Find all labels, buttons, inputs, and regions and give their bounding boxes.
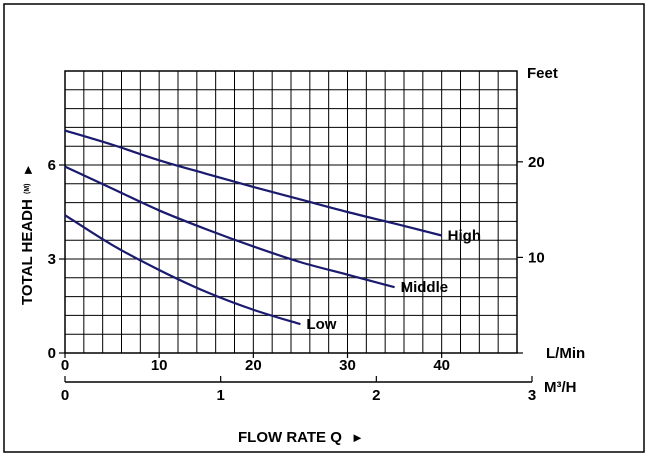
lmin-tick-label: 20 [245,357,262,374]
lmin-unit-label: L/Min [546,345,585,362]
outer-frame [3,3,645,453]
lmin-tick-label: 10 [151,357,168,374]
feet-unit-label: Feet [527,65,558,82]
x-axis-label: FLOW RATE Q ► [238,429,364,446]
y-axis-label-subscript: (M) [24,183,31,194]
m3h-tick-label: 0 [61,387,69,404]
series-line-high [64,129,442,237]
lmin-tick-label: 40 [433,357,450,374]
series-line-low [64,214,301,326]
m3h-tick-label: 1 [216,387,224,404]
meter-tick-label: 3 [48,251,56,268]
x-axis-label-text: FLOW RATE Q [238,429,342,446]
lmin-tick-label: 0 [61,357,69,374]
y-axis-label: TOTAL HEADH (M) ► [16,163,36,305]
m3h-unit-label: M³/H [544,379,577,396]
plot-area-border [64,70,518,354]
meter-tick-label: 0 [48,345,56,362]
meter-tick-label: 6 [48,157,56,174]
y-axis-label-text: TOTAL HEADH [19,199,36,305]
feet-tick-label: 10 [528,249,545,266]
series-label-high: High [448,228,481,245]
series-group: High Middle Low [64,129,481,333]
feet-tick-label: 20 [528,154,545,171]
m3h-tick-label: 3 [528,387,536,404]
grid [65,71,517,353]
x-axis-arrow: ► [351,430,364,445]
series-line-middle [64,165,395,289]
y-axis-label-group: TOTAL HEADH (M) ► [16,163,36,305]
lmin-tick-label: 30 [339,357,356,374]
y-axis-arrow: ► [20,163,35,176]
series-label-middle: Middle [401,279,449,296]
m3h-tick-label: 2 [372,387,380,404]
series-label-low: Low [306,316,336,333]
